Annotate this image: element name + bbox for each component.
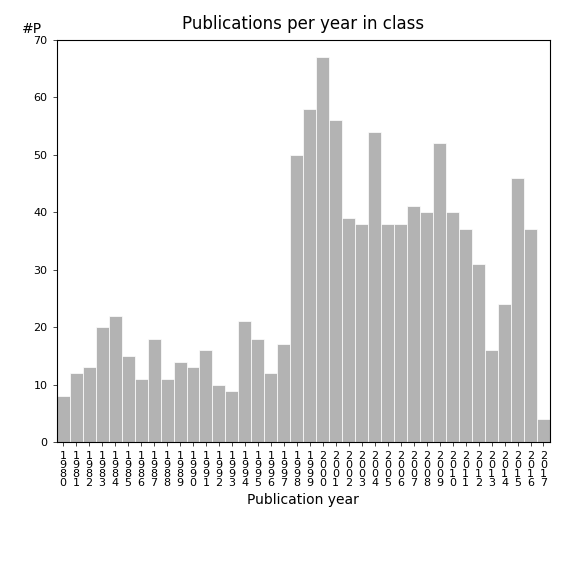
Bar	[368, 132, 381, 442]
Bar	[251, 338, 264, 442]
Bar	[290, 155, 303, 442]
Bar	[433, 143, 446, 442]
Bar	[316, 57, 329, 442]
Bar	[187, 367, 200, 442]
Bar	[511, 177, 524, 442]
Bar	[213, 385, 226, 442]
Bar	[329, 120, 342, 442]
Bar	[70, 373, 83, 442]
Bar	[524, 230, 537, 442]
Bar	[485, 350, 498, 442]
Bar	[239, 321, 251, 442]
Title: Publications per year in class: Publications per year in class	[182, 15, 425, 32]
Bar	[394, 224, 407, 442]
Bar	[160, 379, 174, 442]
Bar	[446, 212, 459, 442]
Bar	[109, 316, 121, 442]
Bar	[96, 327, 109, 442]
Bar	[472, 264, 485, 442]
Bar	[356, 224, 368, 442]
Bar	[459, 230, 472, 442]
Bar	[303, 109, 316, 442]
Bar	[537, 419, 550, 442]
Bar	[498, 304, 511, 442]
Bar	[226, 391, 239, 442]
Bar	[200, 350, 213, 442]
Bar	[264, 373, 277, 442]
Bar	[277, 345, 290, 442]
X-axis label: Publication year: Publication year	[247, 493, 359, 507]
Bar	[121, 356, 134, 442]
Bar	[83, 367, 96, 442]
Text: #P: #P	[22, 22, 43, 36]
Bar	[420, 212, 433, 442]
Bar	[381, 224, 394, 442]
Bar	[134, 379, 147, 442]
Bar	[57, 396, 70, 442]
Bar	[174, 362, 187, 442]
Bar	[147, 338, 160, 442]
Bar	[407, 206, 420, 442]
Bar	[342, 218, 356, 442]
